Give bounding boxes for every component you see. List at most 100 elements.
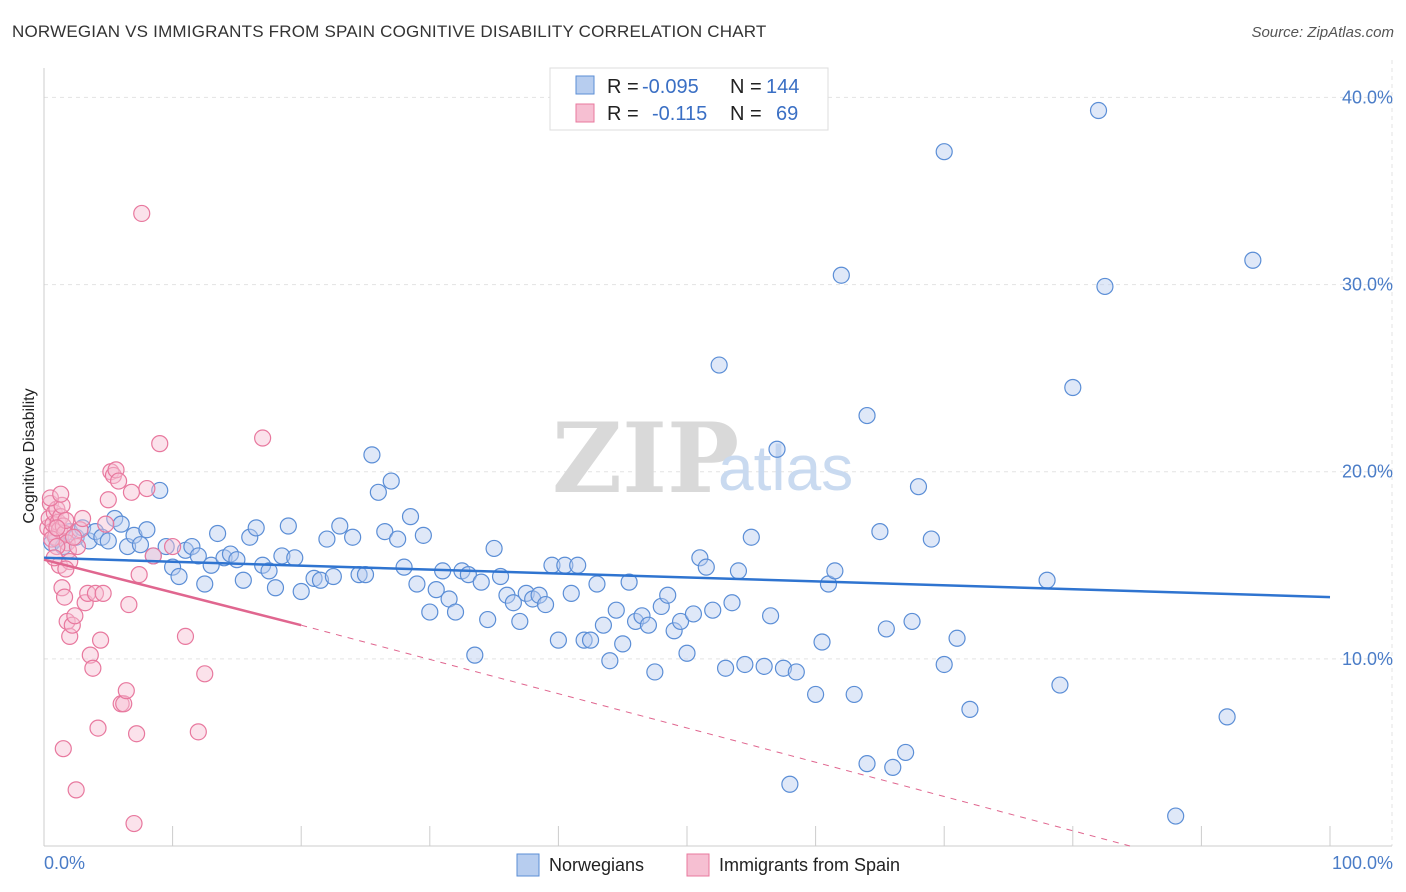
norwegians-point-25	[202, 556, 220, 574]
norwegians-point-44	[331, 517, 349, 535]
norwegians-point-129	[935, 143, 953, 161]
norwegians-point-11	[112, 515, 130, 533]
trend-line-norwegians	[43, 556, 1331, 599]
norwegians-point-108	[755, 657, 773, 675]
norwegians-point-124	[884, 758, 902, 777]
norwegians-point-61	[446, 603, 465, 621]
norwegians-point-113	[787, 663, 805, 681]
norwegians-point-130	[935, 655, 953, 674]
norwegians-point-52	[389, 530, 407, 548]
norwegians-point-120	[858, 755, 876, 773]
spain-point-57	[176, 627, 195, 646]
legend-n-label-blue: N =	[730, 76, 762, 98]
norwegians-point-132	[961, 700, 979, 718]
chart-title: NORWEGIAN VS IMMIGRANTS FROM SPAIN COGNI…	[12, 22, 767, 41]
norwegians-point-23	[189, 547, 207, 565]
spain-point-45	[115, 695, 133, 713]
spain-point-48	[122, 483, 141, 501]
norwegians-point-134	[1051, 676, 1069, 694]
norwegians-point-128	[922, 530, 940, 548]
norwegians-point-94	[659, 586, 677, 604]
y-tick-label-2: 30.0%	[1342, 275, 1393, 295]
spain-point-61	[54, 740, 72, 758]
norwegians-point-97	[678, 644, 696, 662]
watermark-atlas: atlas	[718, 432, 853, 504]
norwegians-point-57	[421, 603, 439, 621]
norwegians-point-39	[292, 582, 310, 601]
norwegians-point-64	[466, 646, 484, 664]
legend-r-label-pink: R =	[607, 103, 639, 125]
spain-point-26	[66, 607, 84, 625]
norwegians-point-82	[581, 631, 600, 649]
norwegians-point-140	[1244, 251, 1262, 269]
norwegians-point-43	[324, 567, 342, 586]
spain-point-46	[117, 682, 135, 700]
norwegians-point-127	[909, 478, 928, 496]
spain-point-56	[164, 537, 182, 556]
norwegians-point-54	[401, 508, 420, 526]
norwegians-point-86	[607, 601, 625, 619]
norwegians-point-79	[562, 584, 580, 602]
norwegians-point-112	[781, 775, 799, 793]
norwegians-point-135	[1064, 378, 1082, 397]
norwegians-point-137	[1096, 277, 1114, 296]
norwegians-point-84	[594, 616, 613, 634]
norwegians-point-58	[427, 581, 445, 599]
norwegians-point-80	[569, 556, 587, 574]
spain-point-60	[254, 429, 272, 447]
correlation-legend: R = -0.095 N = 144 R = -0.115 N = 69	[549, 67, 829, 131]
norwegians-point-31	[241, 528, 259, 546]
norwegians-point-75	[536, 595, 555, 614]
legend-r-value-blue: -0.095	[642, 76, 699, 98]
legend-n-label-pink: N =	[730, 103, 762, 125]
norwegians-point-96	[671, 612, 690, 631]
norwegians-point-85	[601, 652, 619, 670]
norwegians-point-139	[1218, 708, 1236, 726]
norwegians-point-35	[266, 579, 285, 597]
spain-point-68	[64, 528, 83, 546]
norwegians-point-48	[363, 446, 381, 464]
norwegians-point-83	[588, 575, 606, 593]
y-axis-label: Cognitive Disability	[21, 388, 38, 523]
bottom-legend-swatch-blue	[516, 853, 540, 877]
norwegians-point-15	[138, 521, 156, 539]
spain-point-42	[107, 461, 125, 479]
legend-n-value-blue: 144	[766, 76, 799, 98]
spain-point-62	[67, 781, 85, 799]
y-tick-label-1: 20.0%	[1342, 462, 1393, 482]
norwegians-point-45	[344, 528, 362, 546]
norwegians-point-55	[408, 575, 426, 593]
norwegians-point-123	[877, 620, 895, 638]
norwegians-point-106	[736, 655, 754, 674]
norwegians-point-131	[948, 629, 966, 647]
norwegians-point-22	[183, 537, 201, 556]
source-label: Source: ZipAtlas.com	[1251, 24, 1394, 41]
norwegians-point-138	[1167, 807, 1185, 825]
norwegians-point-40	[305, 569, 323, 587]
norwegians-point-51	[382, 472, 400, 490]
bottom-legend-swatch-pink	[686, 853, 710, 877]
spain-point-49	[125, 814, 143, 833]
tick-labels: 10.0% 20.0% 30.0% 40.0% 0.0% 100.0%	[44, 87, 1393, 873]
legend-frame	[549, 67, 829, 131]
norwegians-point-37	[279, 517, 297, 535]
norwegians-point-114	[806, 685, 825, 704]
norwegians-point-19	[164, 558, 182, 576]
norwegians-point-111	[774, 659, 793, 677]
legend-r-value-pink: -0.115	[652, 103, 707, 125]
norwegians-point-34	[260, 562, 278, 580]
spain-point-63	[48, 537, 66, 556]
x-tick-label-0: 0.0%	[44, 853, 85, 873]
norwegians-point-53	[395, 558, 413, 576]
norwegians-point-70	[504, 594, 522, 612]
spain-point-27	[68, 537, 87, 556]
norwegians-point-90	[633, 607, 651, 625]
norwegians-point-107	[742, 528, 760, 546]
norwegians-point-110	[768, 440, 786, 458]
norwegians-point-50	[376, 522, 394, 541]
bottom-legend-immigrants-from-spain: Immigrants from Spain	[719, 855, 900, 875]
spain-point-37	[94, 584, 112, 602]
norwegians-point-49	[369, 483, 387, 501]
norwegians-point-20	[170, 567, 188, 586]
spain-point-24	[61, 627, 79, 646]
